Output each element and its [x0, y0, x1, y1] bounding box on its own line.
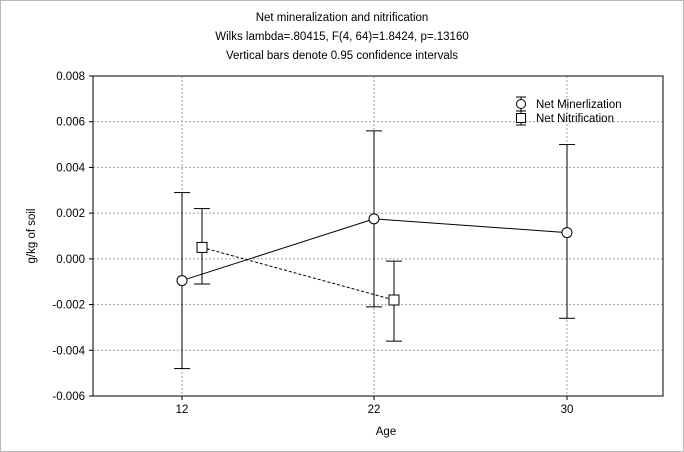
plot-area-border [92, 75, 664, 397]
y-tick-label: -0.002 [52, 300, 85, 312]
series-line-square [201, 246, 395, 301]
legend-marker-circle [516, 99, 526, 109]
x-tick-label: 12 [176, 404, 189, 416]
y-tick-label: 0.008 [56, 71, 85, 83]
data-point-circle [561, 227, 573, 239]
x-axis-label: Age [376, 426, 396, 438]
y-tick-label: 0.004 [56, 162, 85, 174]
legend-label: Net Nitrification [536, 113, 614, 125]
x-tick-label: 30 [561, 404, 574, 416]
data-point-square [388, 294, 400, 306]
chart-title: Net mineralization and nitrification [255, 12, 429, 24]
data-point-circle [176, 275, 188, 287]
chart-subtitle-statistics: Wilks lambda=.80415, F(4, 64)=1.8424, p=… [215, 31, 469, 43]
legend-marker-square [516, 113, 526, 123]
y-tick-label: -0.004 [52, 345, 85, 357]
axes: -0.006 -0.004 -0.002 0.000 0.002 0.004 0.006 0.… [52, 71, 573, 416]
data-point-circle [368, 213, 380, 225]
y-tick-label: -0.006 [52, 391, 85, 403]
legend-label: Net Minerlization [536, 99, 622, 111]
x-tick-label: 22 [368, 404, 381, 416]
y-tick-label: 0.006 [56, 117, 85, 129]
legend: Net Minerlization Net Nitrification [516, 96, 622, 126]
data-point-square [196, 241, 208, 253]
y-tick-label: 0.002 [56, 208, 85, 220]
y-axis-label: g/kg of soil [26, 209, 38, 264]
chart-subtitle-ci-note: Vertical bars denote 0.95 confidence int… [225, 50, 459, 62]
y-tick-label: 0.000 [56, 254, 85, 266]
data-series [174, 130, 575, 370]
